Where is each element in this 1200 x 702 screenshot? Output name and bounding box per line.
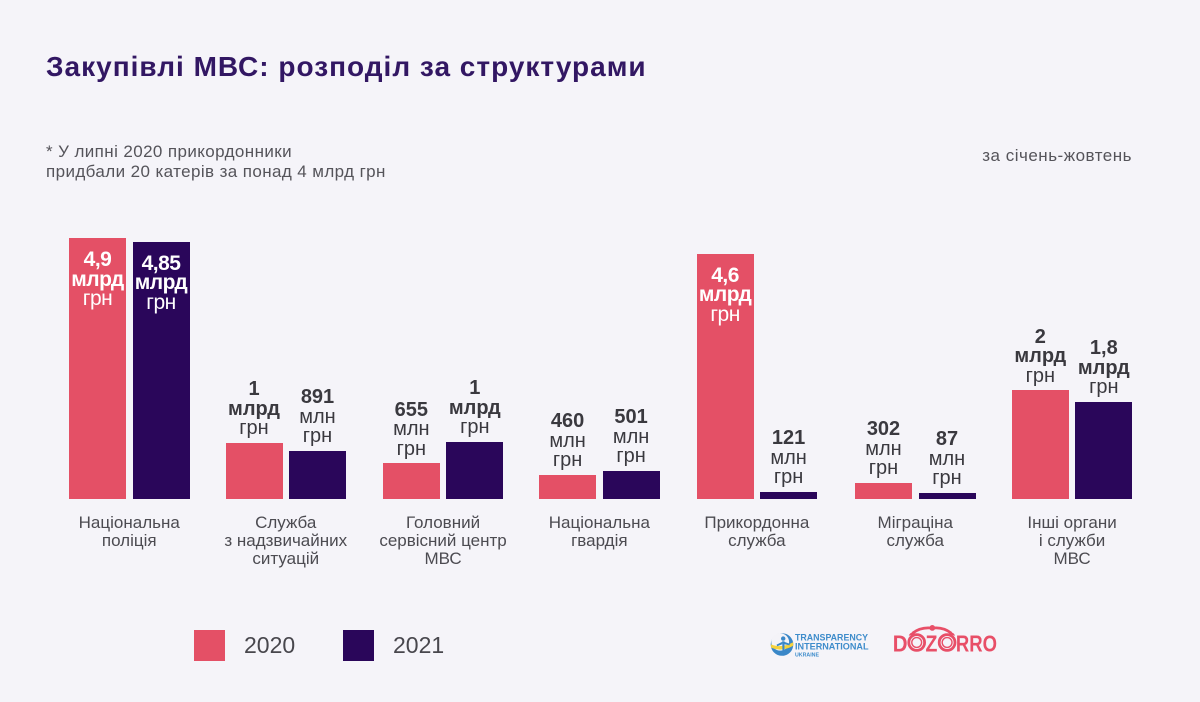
- svg-text:INTERNATIONAL: INTERNATIONAL: [795, 642, 869, 652]
- svg-text:Z: Z: [926, 631, 938, 657]
- svg-text:D: D: [893, 631, 908, 657]
- svg-text:RRO: RRO: [956, 631, 997, 657]
- svg-text:TRANSPARENCY: TRANSPARENCY: [795, 633, 868, 643]
- svg-text:UKRAINE: UKRAINE: [795, 652, 819, 658]
